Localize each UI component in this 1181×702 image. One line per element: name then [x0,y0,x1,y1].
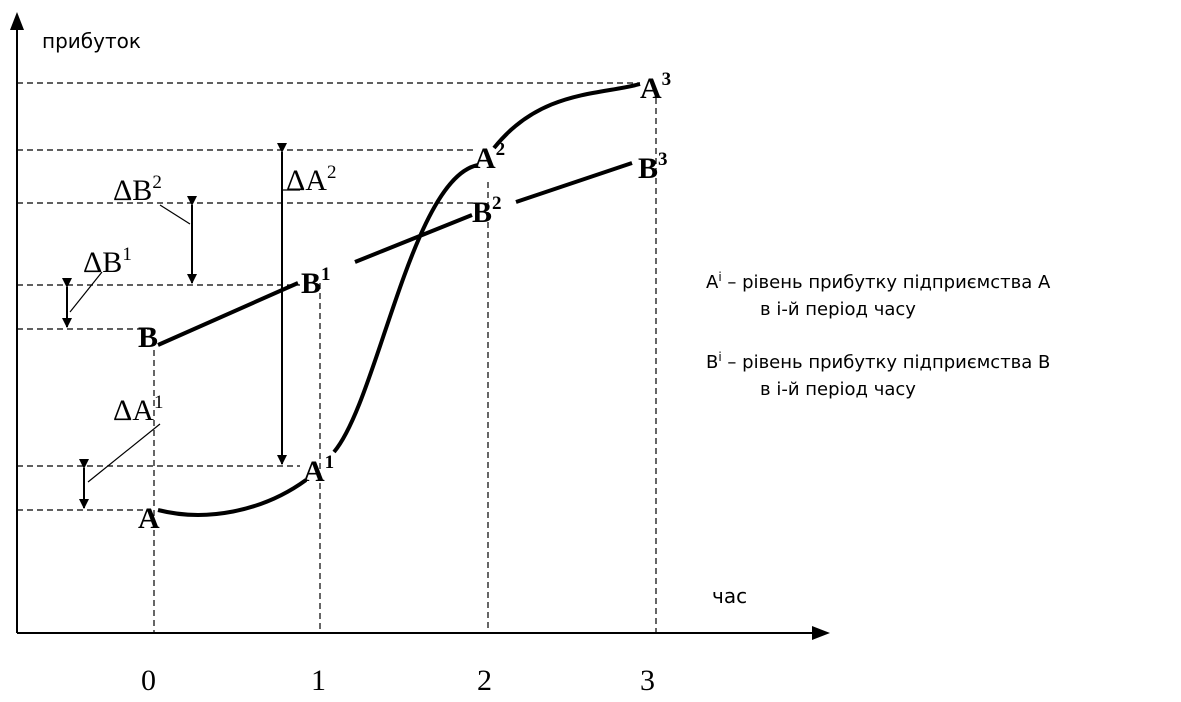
x-tick-1: 1 [311,664,326,697]
horizontal-guides [17,82,640,511]
delta-b1-label: ΔB1 [83,244,132,279]
legend-a-line1: Ai – рівень прибутку підприємства А [706,270,1051,293]
delta-b2-label: ΔB2 [113,172,162,207]
point-b3: B3 [638,149,668,185]
legend-b: Bi – рівень прибутку підприємства В в і-… [706,344,1050,403]
legend-b-line1: Bi – рівень прибутку підприємства В [706,350,1051,373]
point-b1: B1 [301,264,331,300]
point-a3: A3 [640,69,671,105]
point-b2: B2 [472,193,502,229]
x-axis-label: час [712,584,747,608]
x-tick-0: 0 [141,664,156,697]
delta-leaders [69,189,300,483]
x-axis-arrowhead [812,626,830,640]
x-tick-3: 3 [640,664,655,697]
legend-a-line2: в і-й період часу [760,299,916,320]
curve-b [157,161,633,347]
x-tick-2: 2 [477,664,492,697]
delta-a2-label: ΔA2 [286,162,336,197]
point-a1: A1 [303,452,334,488]
legend-a: Ai – рівень прибутку підприємства А в і-… [706,264,1050,323]
point-a2: A2 [474,139,505,175]
legend-b-line2: в і-й період часу [760,379,916,400]
curve-a [157,82,641,517]
point-a: A [138,502,160,535]
vertical-guides [153,98,657,633]
y-axis-arrowhead [10,12,24,30]
delta-a1-label: ΔA1 [113,392,163,427]
point-b: B [138,321,158,354]
y-axis-label: прибуток [42,29,141,53]
